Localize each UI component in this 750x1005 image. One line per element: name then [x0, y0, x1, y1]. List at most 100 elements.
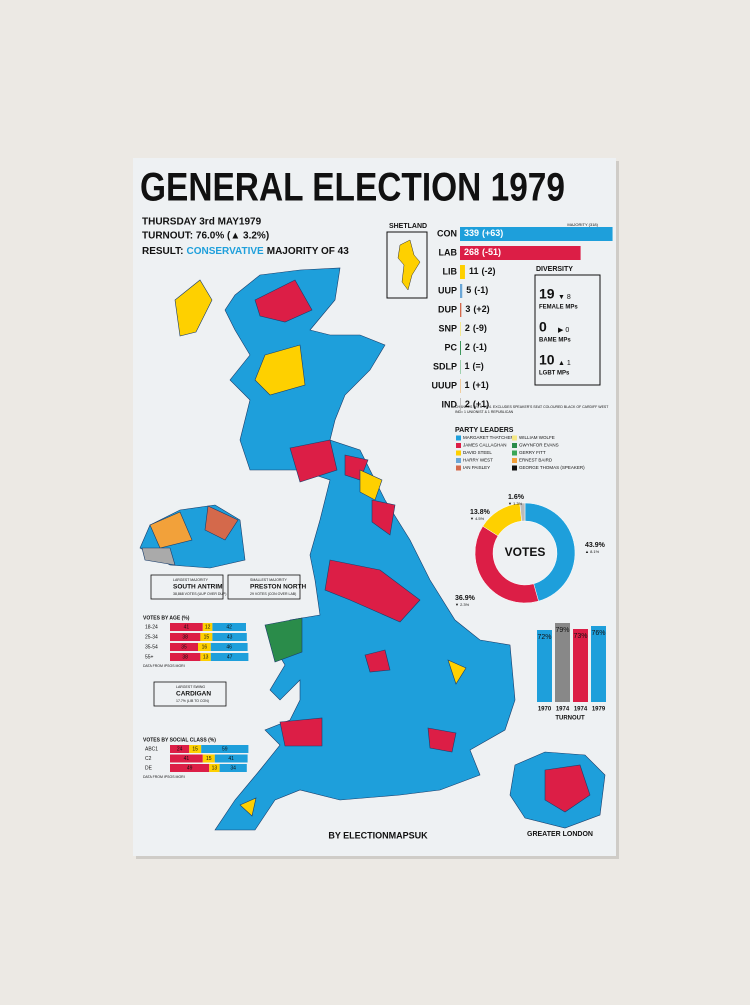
seat-count: 11	[469, 266, 479, 276]
seat-text: 11(-2)	[469, 266, 496, 276]
segment-value: 13	[203, 654, 209, 660]
seat-text: 268(-51)	[464, 247, 501, 257]
seat-text: 339(+63)	[464, 228, 503, 238]
segment-value: 49	[187, 765, 193, 771]
london-map	[510, 752, 605, 828]
result-prefix: RESULT:	[142, 246, 183, 257]
seat-text: 2(+1)	[465, 399, 489, 409]
vote-share: 1.6%	[508, 494, 525, 501]
segment-value: 59	[222, 746, 228, 752]
age-note: DATA FROM IPSOS MORI	[143, 664, 185, 668]
seat-text: 1(+1)	[464, 380, 488, 390]
leader-swatch	[456, 458, 461, 463]
segment-value: 38	[182, 634, 188, 640]
segment-value: 15	[192, 746, 198, 752]
segment-value: 35	[181, 644, 187, 650]
diversity-label: BAME MPs	[539, 338, 571, 344]
turnout-value: 72%	[537, 634, 551, 641]
leader-swatch	[456, 443, 461, 448]
segment-value: 43	[227, 634, 233, 640]
seat-text: 2(-9)	[465, 323, 487, 333]
turnout-year: 1974	[556, 707, 570, 713]
turnout-bar	[591, 626, 606, 702]
diversity-title: DIVERSITY	[536, 266, 573, 273]
leader-swatch	[512, 458, 517, 463]
turnout-value: 76%	[591, 630, 605, 637]
vote-change: ▼ 4.5%	[470, 516, 485, 521]
diversity-change: ▼ 8	[558, 294, 571, 301]
seat-change: (+2)	[473, 304, 489, 314]
record-title: LARGEST SWING	[176, 685, 205, 689]
party-name: SDLP	[433, 361, 457, 371]
leader-swatch	[456, 451, 461, 456]
leader-swatch	[512, 436, 517, 441]
row-label: ABC1	[145, 746, 158, 752]
leader-name: HARRY WEST	[463, 458, 493, 463]
turnout-bar	[555, 623, 570, 702]
diversity-label: FEMALE MPs	[539, 305, 578, 311]
leader-swatch	[512, 443, 517, 448]
turnout-line: TURNOUT: 76.0% (▲ 3.2%)	[142, 231, 269, 242]
segment-value: 24	[177, 746, 183, 752]
seat-bar	[460, 398, 461, 412]
vote-change: ▲ 8.1%	[585, 549, 600, 554]
seat-note: IND= 1 UNIONIST & 1 REPUBLICAN	[455, 410, 514, 414]
turnout-year: 1970	[538, 707, 552, 713]
footer: BY ELECTIONMAPSUK	[328, 830, 428, 840]
diversity-value: 10	[539, 352, 555, 368]
leader-name: GWYNFOR EVANS	[519, 443, 559, 448]
seat-bar	[460, 322, 461, 336]
result-party: CONSERVATIVE	[186, 246, 264, 257]
party-name: UUP	[438, 285, 457, 295]
diversity-change: ▶ 0	[558, 327, 569, 334]
vote-share: 13.8%	[470, 509, 491, 516]
party-name: LIB	[443, 266, 458, 276]
row-label: 18-24	[145, 624, 158, 630]
seat-change: (=)	[472, 361, 483, 371]
record-title: LARGEST MAJORITY	[173, 578, 209, 582]
seat-count: 1	[464, 361, 469, 371]
leader-name: DAVID STEEL	[463, 450, 492, 455]
seat-change: (+1)	[473, 399, 489, 409]
leader-swatch	[456, 436, 461, 441]
seat-text: 3(+2)	[465, 304, 489, 314]
segment-value: 13	[212, 765, 218, 771]
row-label: C2	[145, 756, 152, 762]
seat-change: (+63)	[482, 228, 503, 238]
record-detail: 38,868 VOTES (UUP OVER DUP)	[173, 592, 226, 596]
seat-text: 1(=)	[464, 361, 483, 371]
leader-swatch	[512, 451, 517, 456]
record-title: SMALLEST MAJORITY	[250, 578, 288, 582]
diversity-value: 19	[539, 286, 555, 302]
date: THURSDAY 3rd MAY1979	[142, 217, 262, 228]
class-title: VOTES BY SOCIAL CLASS (%)	[143, 737, 216, 743]
seat-change: (-2)	[481, 266, 495, 276]
party-name: DUP	[438, 304, 457, 314]
turnout-label: TURNOUT	[555, 716, 585, 722]
segment-value: 47	[227, 654, 233, 660]
record-seat: SOUTH ANTRIM	[173, 584, 223, 591]
seat-count: 2	[465, 323, 470, 333]
party-name: CON	[437, 228, 457, 238]
party-name: IND	[442, 399, 458, 409]
leader-name: GERRY FITT	[519, 450, 546, 455]
seat-bar	[460, 341, 461, 355]
row-label: 55+	[145, 654, 154, 660]
leader-name: IAN PAISLEY	[463, 465, 490, 470]
record-detail: 29 VOTES (CON OVER LAB)	[250, 592, 296, 596]
leader-name: ERNEST BAIRD	[519, 458, 553, 463]
class-note: DATA FROM IPSOS MORI	[143, 775, 185, 779]
record-seat: PRESTON NORTH	[250, 584, 307, 591]
seat-count: 2	[465, 342, 470, 352]
seat-change: (-51)	[482, 247, 501, 257]
vote-change: ▼ 1.3%	[508, 501, 523, 506]
result-suffix: MAJORITY OF 43	[267, 246, 349, 257]
turnout-value: 73%	[573, 633, 587, 640]
seat-count: 268	[464, 247, 479, 257]
turnout-bar	[573, 629, 588, 702]
segment-value: 46	[226, 644, 232, 650]
leader-swatch	[512, 466, 517, 471]
